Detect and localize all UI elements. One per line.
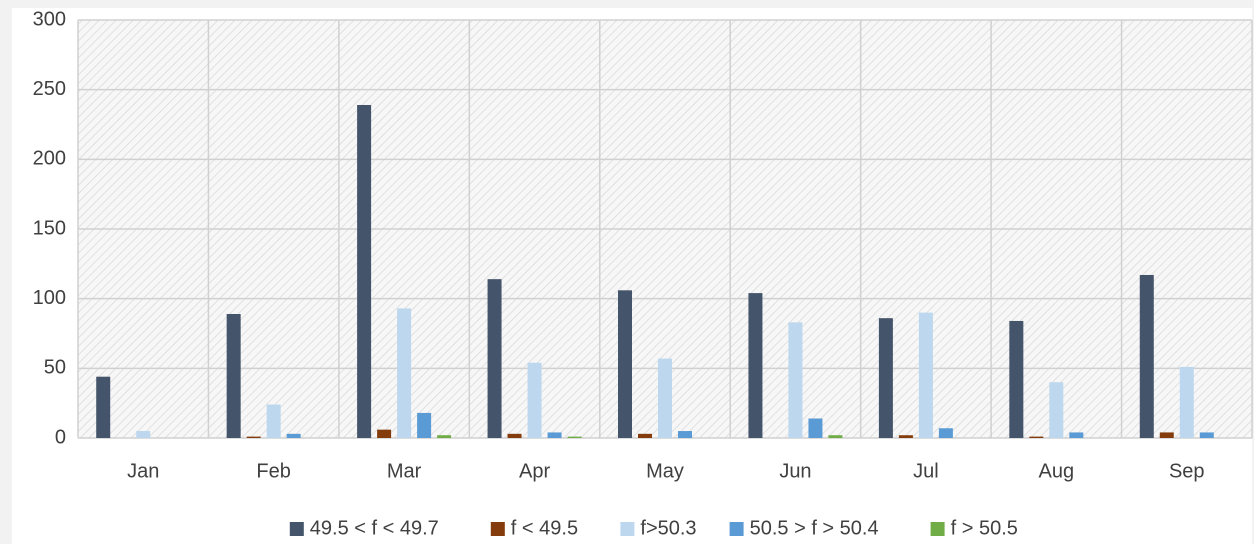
bar [638,433,652,438]
legend-swatch [930,522,945,536]
bar [1009,320,1024,438]
bar [788,322,803,438]
y-tick-label: 100 [33,287,66,309]
bar [246,436,261,438]
bar [547,432,562,438]
y-tick-label: 200 [33,148,66,170]
y-tick-label: 50 [44,357,66,379]
bar [417,412,432,438]
bar [918,312,933,438]
bar [226,313,241,438]
legend-label: f < 49.5 [511,517,578,539]
bar [567,436,582,438]
bar [527,362,542,438]
legend-swatch [729,522,744,536]
bar [748,293,763,438]
x-tick-label: Mar [387,460,422,482]
y-tick-label: 0 [55,426,66,448]
bar [808,418,823,438]
bar [1159,432,1174,438]
legend-label: 50.5 > f > 50.4 [750,517,879,539]
bar [1049,382,1064,438]
bar [377,429,392,438]
bar [1069,432,1084,438]
y-tick-label: 250 [33,78,66,100]
legend-swatch [490,522,505,536]
bar [136,431,151,438]
bar [96,376,111,438]
bar [1139,274,1154,438]
bar [286,433,301,438]
bar [437,435,452,438]
bar [828,435,843,438]
x-tick-label: Jan [127,460,159,482]
legend-label: 49.5 < f < 49.7 [310,517,439,539]
x-tick-label: Jun [779,460,811,482]
bar [658,358,672,438]
bar [1199,432,1214,438]
x-tick-label: Aug [1039,460,1075,482]
bar [1179,366,1194,438]
bar [487,279,502,438]
legend-label: f > 50.5 [951,517,1018,539]
y-tick-label: 300 [33,8,66,30]
y-tick-label: 150 [33,217,66,239]
bar [266,404,281,438]
bar [618,290,632,438]
legend-label: f>50.3 [640,517,696,539]
bar [678,431,692,438]
legend-swatch [620,522,635,536]
x-tick-label: Feb [256,460,290,482]
bar [397,308,412,438]
x-tick-label: Sep [1169,460,1205,482]
x-tick-label: Apr [519,460,550,482]
bar [357,104,372,438]
bar [938,428,953,438]
bar [1029,436,1044,438]
x-tick-label: May [646,460,684,482]
bar [898,435,913,438]
bar [507,433,522,438]
bar [878,318,893,438]
legend-swatch [289,522,304,536]
x-tick-label: Jul [913,460,939,482]
